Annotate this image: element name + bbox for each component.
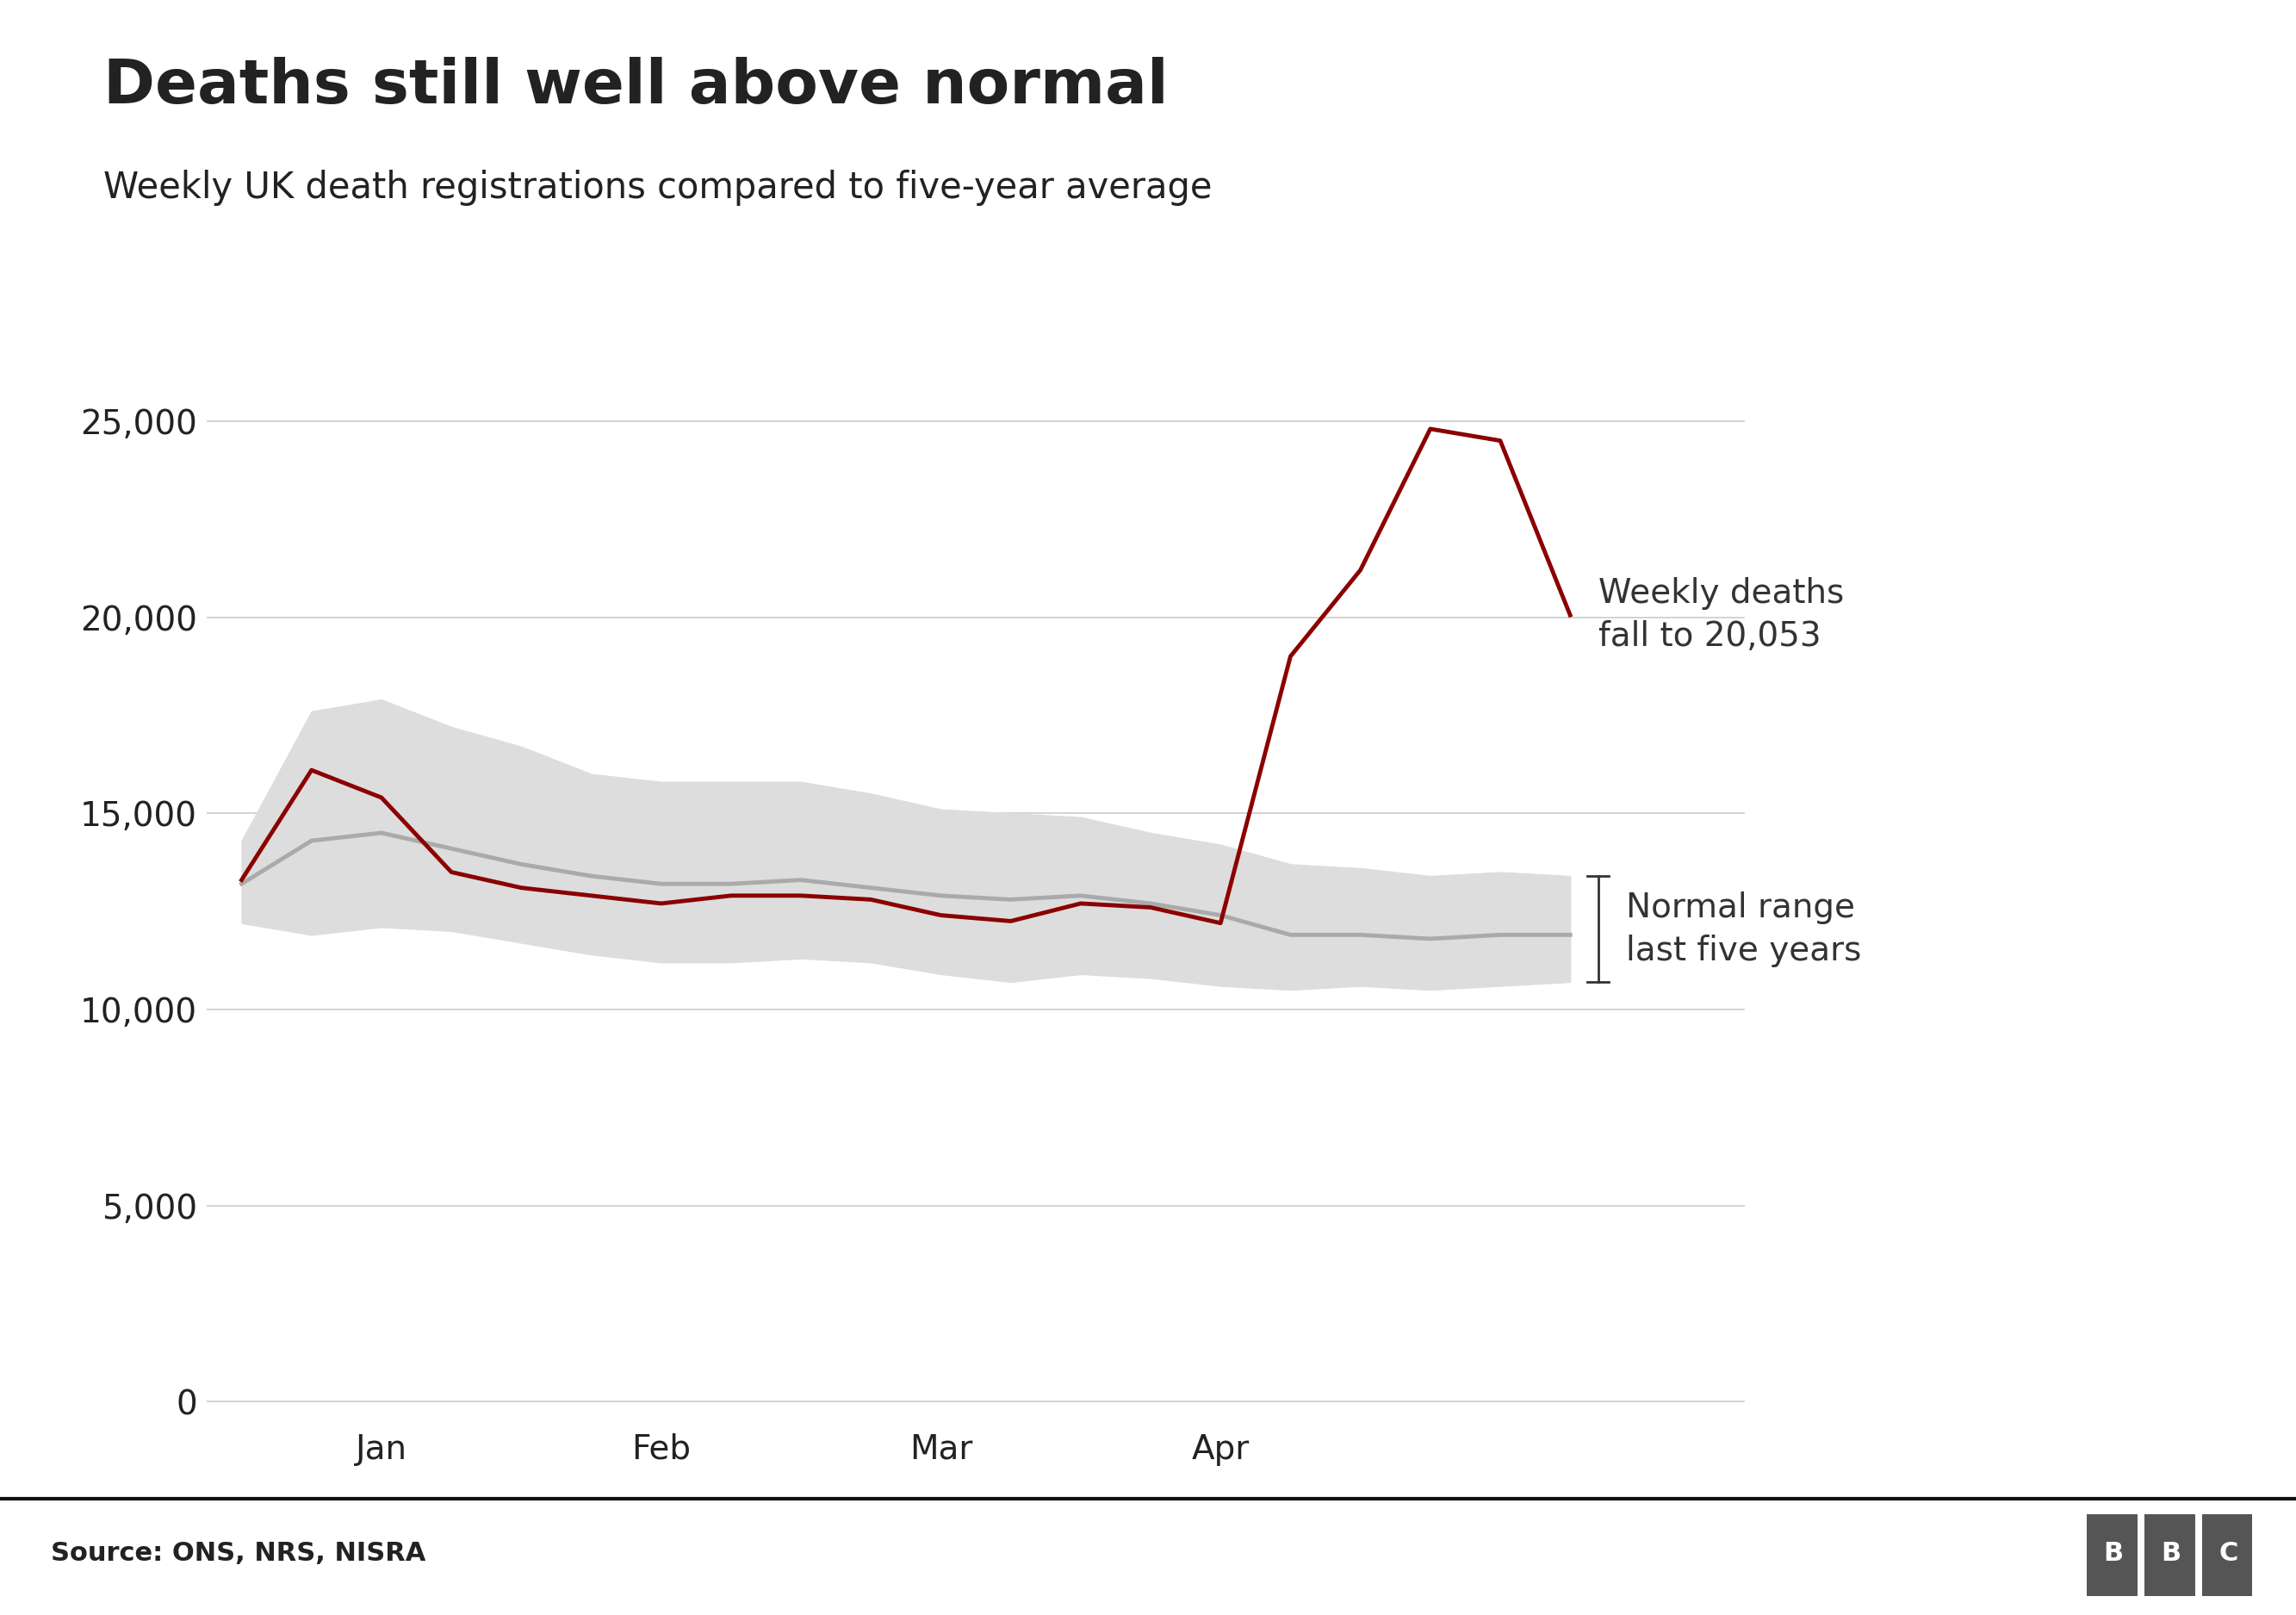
FancyBboxPatch shape bbox=[2087, 1513, 2138, 1597]
Text: Normal range
last five years: Normal range last five years bbox=[1626, 891, 1862, 967]
FancyBboxPatch shape bbox=[2202, 1513, 2252, 1597]
Text: Deaths still well above normal: Deaths still well above normal bbox=[103, 57, 1169, 116]
Text: B: B bbox=[2161, 1541, 2181, 1567]
Text: C: C bbox=[2218, 1541, 2239, 1567]
Text: B: B bbox=[2103, 1541, 2124, 1567]
Text: Weekly UK death registrations compared to five-year average: Weekly UK death registrations compared t… bbox=[103, 170, 1212, 205]
Text: Weekly deaths
fall to 20,053: Weekly deaths fall to 20,053 bbox=[1598, 577, 1844, 652]
Text: Source: ONS, NRS, NISRA: Source: ONS, NRS, NISRA bbox=[51, 1541, 425, 1567]
FancyBboxPatch shape bbox=[2144, 1513, 2195, 1597]
